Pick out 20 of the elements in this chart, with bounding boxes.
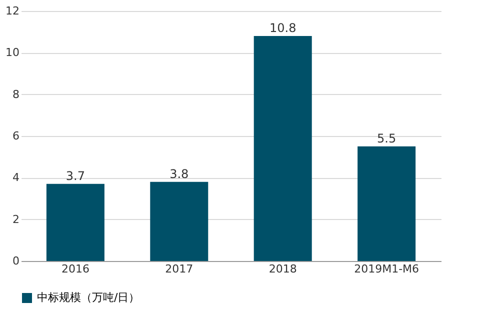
bar bbox=[254, 36, 312, 261]
bar bbox=[150, 182, 208, 261]
data-label: 5.5 bbox=[377, 131, 396, 146]
data-label: 10.8 bbox=[269, 21, 296, 35]
legend-label: 中标规模（万吨/日） bbox=[37, 291, 140, 304]
y-tick-label: 12 bbox=[6, 4, 20, 18]
x-tick-label: 2016 bbox=[61, 262, 90, 276]
y-tick-label: 4 bbox=[12, 171, 20, 184]
x-tick-label: 2018 bbox=[268, 262, 297, 276]
y-tick-label: 0 bbox=[12, 254, 20, 268]
data-label: 3.7 bbox=[66, 168, 85, 183]
x-tick-label: 2017 bbox=[165, 262, 194, 276]
data-label: 3.8 bbox=[170, 166, 189, 181]
y-tick-label: 6 bbox=[12, 130, 20, 142]
y-tick-label: 8 bbox=[12, 88, 20, 101]
y-tick-label: 10 bbox=[6, 46, 20, 60]
bar bbox=[46, 184, 104, 261]
y-tick-label: 2 bbox=[12, 212, 20, 226]
x-tick-label: 2019M1-M6 bbox=[354, 262, 420, 276]
bar bbox=[358, 146, 416, 261]
